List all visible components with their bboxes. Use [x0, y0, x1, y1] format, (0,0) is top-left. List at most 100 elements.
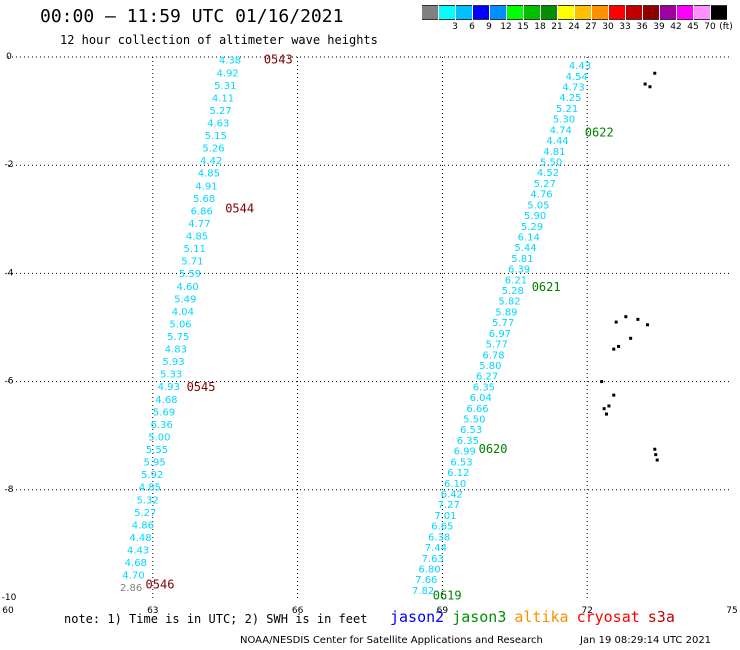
colorbar-swatch	[507, 5, 523, 20]
satellite-tracks: 4.384.925.314.115.274.635.155.264.424.85…	[120, 56, 591, 597]
swh-value-track-b: 7.01	[434, 511, 456, 522]
legend-item-jason3: jason3	[452, 608, 507, 626]
swh-value-track-b: 4.74	[550, 125, 572, 136]
swh-value-track-b: 5.50	[540, 158, 562, 169]
swh-value-track-b: 6.53	[460, 425, 482, 436]
y-tick-label: -4	[5, 268, 14, 278]
colorbar-label: 12	[500, 22, 512, 32]
swh-value-track-b: 6.53	[450, 457, 472, 468]
land-mark	[612, 393, 616, 397]
swh-value-track-b: 5.82	[498, 297, 520, 308]
land-mark	[653, 71, 657, 75]
pass-time-labels: 0543 0544 0545 0546 0622 0621 0620 0619	[146, 53, 614, 603]
colorbar-swatch	[524, 5, 540, 20]
swh-value-track-a: 4.85	[139, 483, 161, 494]
swh-value-track-b: 4.25	[559, 93, 581, 104]
swh-value-track-a: 2.86	[120, 583, 142, 594]
colorbar-label: 9	[486, 22, 492, 32]
swh-value-track-b: 7.63	[422, 554, 444, 565]
swh-value-track-a: 4.70	[122, 571, 144, 582]
swh-value-track-b: 4.73	[562, 83, 584, 94]
swh-value-track-a: 4.86	[132, 520, 154, 531]
swh-value-track-a: 5.59	[179, 269, 201, 280]
swh-value-track-b: 6.97	[489, 329, 511, 340]
land-mark	[653, 447, 657, 451]
swh-value-track-b: 5.28	[502, 286, 524, 297]
land-mark	[629, 336, 633, 340]
swh-value-track-b: 5.05	[527, 200, 549, 211]
colorbar-swatch	[456, 5, 472, 20]
swh-value-track-b: 7.66	[415, 575, 437, 586]
colorbar-label: 6	[469, 22, 475, 32]
colorbar-swatch	[677, 5, 693, 20]
colorbar-swatch	[422, 5, 438, 20]
colorbar-swatch	[660, 5, 676, 20]
legend-item-cryosat: cryosat	[576, 608, 640, 626]
swh-value-track-b: 6.10	[444, 479, 466, 490]
swh-value-track-a: 5.71	[181, 257, 203, 268]
axis-ticks: 60 63 66 69 72 75 0 -2 -4 -6 -8 -10	[2, 52, 738, 616]
swh-value-track-b: 5.30	[553, 115, 575, 126]
swh-value-track-b: 6.39	[508, 265, 530, 276]
swh-value-track-b: 5.50	[463, 415, 485, 426]
x-tick-label: 66	[292, 606, 304, 616]
land-mark	[612, 347, 616, 351]
x-tick-label: 63	[147, 606, 158, 616]
swh-value-track-b: 7.27	[438, 500, 460, 511]
swh-value-track-b: 4.76	[530, 190, 552, 201]
colorbar-swatch	[694, 5, 710, 20]
y-tick-label: -6	[5, 377, 14, 387]
swh-value-track-a: 5.06	[169, 319, 191, 330]
colorbar-label: 3	[452, 22, 458, 32]
map-title: 00:00 – 11:59 UTC 01/16/2021	[40, 6, 344, 27]
satellite-legend: jason2 jason3 altika cryosat s3a	[390, 608, 683, 626]
colorbar-label: 21	[551, 22, 563, 32]
swh-value-track-a: 4.93	[158, 382, 180, 393]
swh-value-track-a: 6.86	[191, 206, 213, 217]
swh-value-track-a: 5.92	[141, 470, 163, 481]
colorbar-label: 27	[585, 22, 597, 32]
swh-value-track-a: 5.15	[205, 131, 227, 142]
colorbar-label: 15	[517, 22, 529, 32]
swh-value-track-a: 5.55	[146, 445, 168, 456]
swh-value-track-b: 6.21	[505, 275, 527, 286]
colorbar-label: 45	[687, 22, 699, 32]
map-subtitle: 12 hour collection of altimeter wave hei…	[60, 33, 378, 47]
x-tick-label: 75	[726, 606, 737, 616]
swh-value-track-a: 5.32	[136, 495, 158, 506]
swh-value-track-b: 6.04	[470, 393, 492, 404]
colorbar-swatch	[541, 5, 557, 20]
swh-value-track-b: 5.77	[492, 318, 514, 329]
swh-value-track-a: 4.63	[207, 118, 229, 129]
swh-value-track-a: 4.60	[176, 282, 198, 293]
pass-time-label: 0546	[146, 577, 175, 591]
swh-value-track-a: 5.11	[184, 244, 206, 255]
colorbar-swatch	[643, 5, 659, 20]
swh-value-track-a: 4.85	[198, 169, 220, 180]
land-mark	[624, 315, 628, 319]
swh-value-track-a: 4.43	[127, 546, 149, 557]
land-mark	[643, 82, 647, 86]
x-tick-label: 69	[437, 606, 449, 616]
swh-value-track-b: 6.27	[476, 372, 498, 383]
land-features	[600, 71, 659, 462]
y-tick-label: -8	[5, 485, 14, 495]
swh-value-track-a: 5.33	[160, 370, 182, 381]
colorbar-unit: (ft)	[719, 22, 733, 32]
swh-value-track-b: 5.80	[479, 361, 501, 372]
colorbar-swatch	[558, 5, 574, 20]
swh-value-track-a: 4.42	[200, 156, 222, 167]
units-note: note: 1) Time is in UTC; 2) SWH is in fe…	[64, 612, 368, 626]
swh-value-track-b: 6.35	[473, 382, 495, 393]
colorbar-label: 39	[653, 22, 665, 32]
swh-value-track-b: 4.81	[543, 147, 565, 158]
swh-value-track-a: 4.77	[188, 219, 210, 230]
pass-time-label: 0619	[433, 588, 462, 602]
swh-value-track-b: 6.35	[457, 436, 479, 447]
swh-value-track-a: 5.69	[153, 407, 175, 418]
pass-time-label: 0621	[532, 280, 561, 294]
x-tick-label: 60	[2, 606, 14, 616]
swh-value-track-a: 4.83	[165, 345, 187, 356]
y-tick-label: 0	[6, 52, 12, 62]
land-mark	[614, 320, 618, 324]
